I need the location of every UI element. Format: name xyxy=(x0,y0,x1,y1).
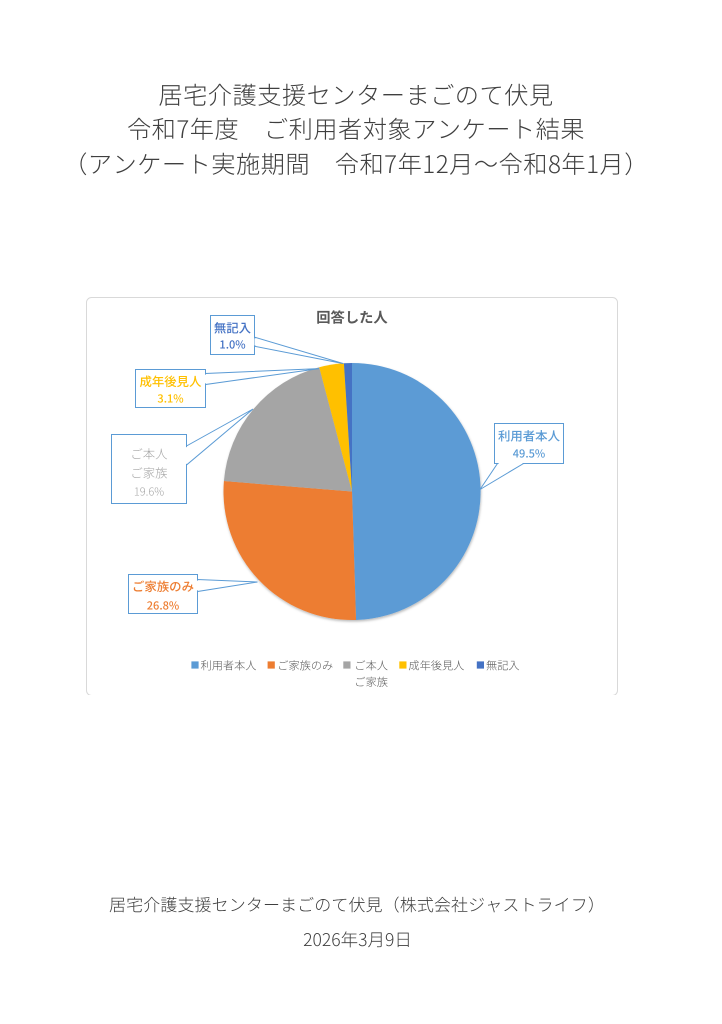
svg-text:26.8%: 26.8% xyxy=(147,598,179,614)
svg-text:成年後見人: 成年後見人 xyxy=(140,372,203,390)
svg-text:ご家族: ご家族 xyxy=(130,464,167,482)
svg-text:利用者本人: 利用者本人 xyxy=(498,426,561,444)
svg-text:49.5%: 49.5% xyxy=(513,446,545,462)
svg-text:19.6%: 19.6% xyxy=(134,484,164,500)
svg-text:ご本人: ご本人 xyxy=(130,445,167,463)
svg-text:回答した人: 回答した人 xyxy=(316,307,388,328)
svg-text:1.0%: 1.0% xyxy=(219,336,245,352)
svg-text:ご家族のみ: ご家族のみ xyxy=(277,657,333,673)
svg-text:ご本人: ご本人 xyxy=(354,657,388,673)
svg-text:利用者本人: 利用者本人 xyxy=(201,657,257,673)
svg-text:無記入: 無記入 xyxy=(486,657,520,673)
svg-text:ご家族のみ: ご家族のみ xyxy=(132,577,194,595)
svg-text:無記入: 無記入 xyxy=(214,318,252,336)
svg-text:3.1%: 3.1% xyxy=(157,391,183,407)
svg-text:成年後見人: 成年後見人 xyxy=(408,657,464,673)
svg-text:ご家族: ご家族 xyxy=(354,674,388,690)
